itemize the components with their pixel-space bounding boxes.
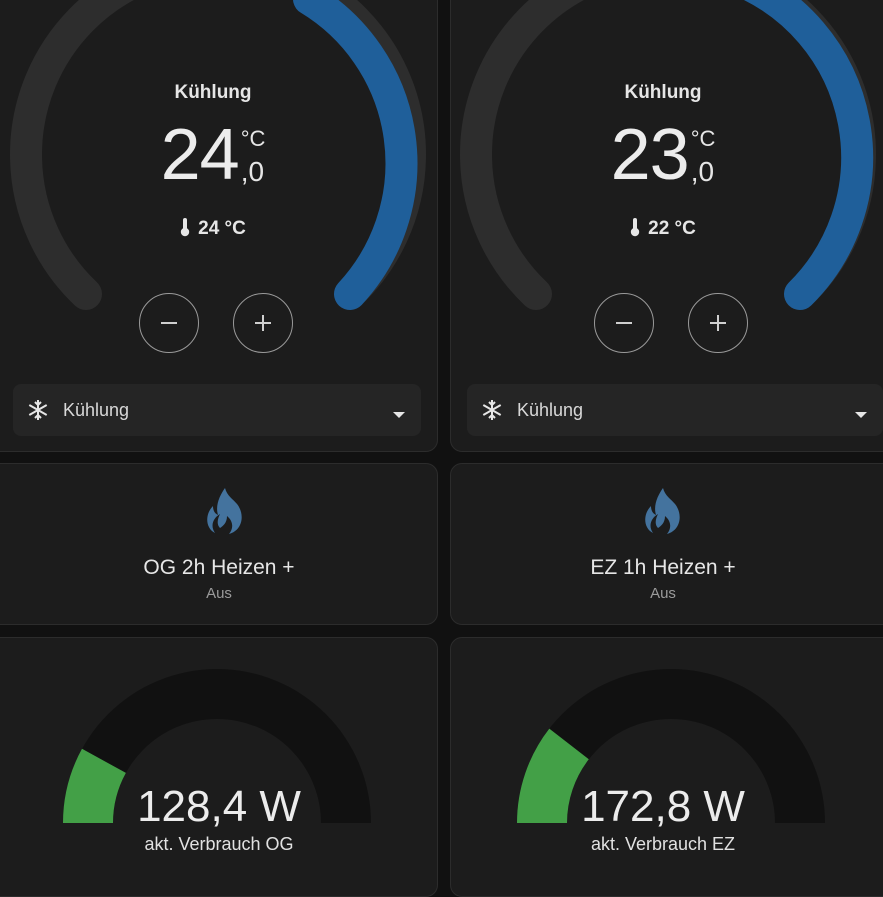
thermometer-icon: [180, 217, 190, 243]
target-temperature: 24 °C ,0: [0, 119, 437, 199]
target-temp-decimal: ,0: [690, 156, 715, 187]
button-name: OG 2h Heizen +: [143, 556, 295, 579]
hvac-mode-select[interactable]: Kühlung: [467, 384, 883, 436]
gauge-card-ez[interactable]: 172,8 W akt. Verbrauch EZ: [450, 637, 883, 897]
button-state: Aus: [206, 585, 232, 602]
temperature-dial[interactable]: [0, 0, 438, 321]
minus-icon: [161, 322, 177, 324]
gauge-track: [63, 669, 371, 823]
gauge-track: [517, 669, 825, 823]
gauge-value: 172,8 W: [581, 782, 745, 831]
target-temperature: 23 °C ,0: [451, 115, 883, 199]
dial-active-arc: [293, 0, 418, 310]
gauge-fill: [62, 748, 126, 823]
power-gauge: [62, 669, 371, 823]
increase-temp-button[interactable]: [688, 293, 748, 353]
thermostat-card-ez: Kühlung 23 °C ,0 22 °C Kühlung: [450, 0, 883, 452]
dropdown-arrow-icon: [393, 406, 405, 424]
power-gauge: [517, 669, 825, 823]
gauge-label: akt. Verbrauch EZ: [590, 834, 736, 854]
dial-active-arc: [743, 0, 874, 310]
hvac-action-label: Kühlung: [174, 82, 252, 103]
plus-icon: [255, 315, 271, 331]
hvac-action-label: Kühlung: [624, 82, 702, 103]
decrease-temp-button[interactable]: [594, 293, 654, 353]
increase-temp-button[interactable]: [233, 293, 293, 353]
plus-icon: [710, 315, 726, 331]
gauge-label: akt. Verbrauch OG: [144, 834, 294, 854]
hvac-mode-select[interactable]: Kühlung: [13, 384, 421, 436]
minus-icon: [616, 322, 632, 324]
gauge-card-og[interactable]: 128,4 W akt. Verbrauch OG: [0, 637, 438, 897]
hvac-mode-value: Kühlung: [63, 400, 130, 420]
gauge-value: 128,4 W: [137, 782, 301, 831]
button-card-ez-heat[interactable]: EZ 1h Heizen + Aus: [450, 463, 883, 625]
current-temp-value: 24 °C: [198, 218, 246, 239]
target-temp-unit: °C: [690, 126, 716, 151]
snowflake-icon: [481, 399, 503, 426]
snowflake-icon: [27, 399, 49, 426]
target-temp-decimal: ,0: [240, 156, 265, 187]
current-temperature: 24 °C: [0, 217, 437, 243]
target-temp-integer: 24: [160, 115, 240, 195]
button-card-og-heat[interactable]: OG 2h Heizen + Aus: [0, 463, 438, 625]
fire-icon: [203, 486, 247, 541]
target-temp-unit: °C: [240, 126, 266, 151]
current-temperature: 22 °C: [451, 217, 883, 243]
hvac-mode-value: Kühlung: [517, 400, 584, 420]
button-name: EZ 1h Heizen +: [590, 556, 736, 579]
temperature-dial[interactable]: [451, 0, 883, 321]
dropdown-arrow-icon: [855, 406, 867, 424]
thermostat-card-og: Kühlung 24 °C ,0 24 °C Kühlung: [0, 0, 438, 452]
target-temp-integer: 23: [610, 115, 690, 195]
decrease-temp-button[interactable]: [139, 293, 199, 353]
thermometer-icon: [630, 217, 640, 243]
gauge-fill: [517, 728, 589, 823]
button-state: Aus: [650, 585, 676, 602]
current-temp-value: 22 °C: [648, 218, 696, 239]
fire-icon: [641, 486, 685, 541]
